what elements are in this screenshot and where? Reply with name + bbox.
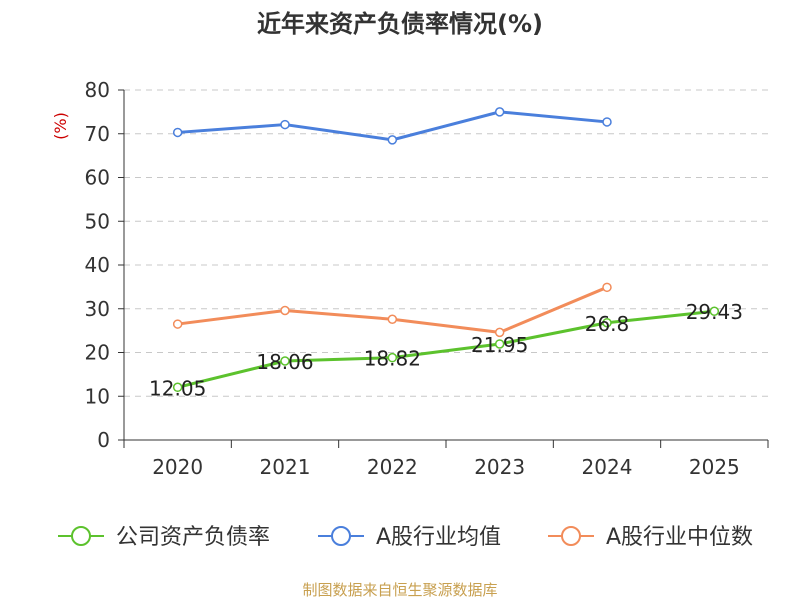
series-2	[172, 282, 612, 338]
x-tick-label-2020: 2020	[152, 455, 203, 479]
legend-item-1: A股行业均值	[318, 525, 501, 550]
y-tick-label: 10	[85, 384, 110, 408]
series-layer	[172, 107, 720, 393]
data-point	[280, 356, 290, 366]
grid-lines	[124, 89, 768, 397]
data-point	[387, 352, 398, 363]
x-tick-label-2024: 2024	[582, 455, 633, 479]
legend-swatch-marker	[561, 526, 581, 546]
data-point	[172, 127, 183, 138]
y-tick-label: 80	[85, 78, 110, 102]
y-axis-label: (%)	[51, 112, 70, 140]
series-line-2	[177, 285, 608, 334]
data-point	[172, 382, 183, 393]
y-tick-label: 20	[85, 341, 110, 365]
series-0	[172, 306, 720, 393]
x-tick-label-2021: 2021	[260, 455, 311, 479]
data-point	[602, 282, 612, 293]
legend-label: A股行业中位数	[606, 525, 753, 550]
data-label: 21.95	[471, 333, 528, 357]
y-tick-label: 0	[97, 428, 110, 452]
data-label: 18.06	[256, 350, 313, 374]
data-point	[602, 117, 612, 127]
series-1	[172, 107, 612, 145]
data-point	[709, 306, 720, 316]
data-point	[494, 339, 505, 349]
series-line-0	[177, 309, 715, 389]
legend-swatch-marker	[71, 526, 91, 546]
data-point	[387, 135, 398, 145]
data-labels: 12.05 18.06 18.82 21.95 26.8 29.43	[149, 300, 743, 400]
data-label: 12.05	[149, 376, 206, 400]
x-tick-label-2022: 2022	[367, 455, 418, 479]
data-point	[387, 314, 398, 324]
data-point	[280, 305, 290, 316]
legend-swatch-marker	[331, 526, 351, 546]
legend-item-0: 公司资产负债率	[58, 525, 270, 550]
legend-label: A股行业均值	[376, 525, 501, 550]
data-point	[172, 319, 183, 329]
axes: 0 10 20 30 40 50 60 70 80 2020 2021 2022 2023 2024 202…	[85, 78, 769, 479]
data-point	[602, 318, 612, 328]
data-point	[494, 327, 505, 338]
legend: 公司资产负债率 A股行业均值 A股行业中位数	[58, 525, 753, 550]
y-tick-label: 50	[85, 209, 110, 233]
chart-title: 近年来资产负债率情况(%)	[257, 10, 543, 38]
y-tick-label: 40	[85, 253, 110, 277]
y-tick-label: 30	[85, 297, 110, 321]
legend-label: 公司资产负债率	[116, 525, 270, 550]
x-tick-label-2023: 2023	[474, 455, 525, 479]
x-tick-label-2025: 2025	[689, 455, 740, 479]
data-label: 26.8	[585, 312, 630, 336]
data-label: 18.82	[364, 347, 421, 371]
legend-item-2: A股行业中位数	[548, 525, 753, 550]
data-point	[280, 119, 290, 130]
data-point	[494, 107, 505, 117]
y-tick-label: 60	[85, 166, 110, 190]
y-tick-label: 70	[85, 122, 110, 146]
source-note: 制图数据来自恒生聚源数据库	[302, 581, 497, 599]
data-label: 29.43	[686, 300, 743, 324]
